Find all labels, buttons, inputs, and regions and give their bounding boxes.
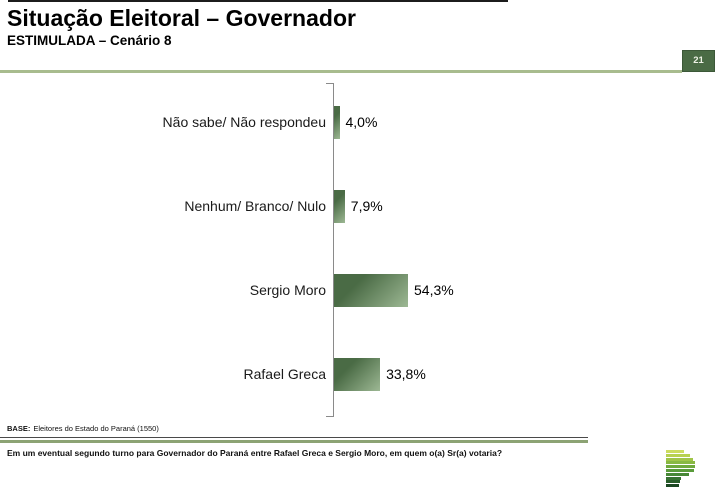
footer-divider-green — [0, 440, 588, 443]
value-label: 54,3% — [414, 282, 454, 298]
page-subtitle: ESTIMULADA – Cenário 8 — [7, 33, 172, 48]
logo-stripe — [666, 461, 695, 465]
axis-tick-top — [326, 83, 334, 84]
parana-pesquisas-logo — [666, 450, 700, 488]
logo-stripe — [666, 465, 695, 469]
category-label: Nenhum/ Branco/ Nulo — [184, 198, 326, 214]
page-number: 21 — [693, 55, 704, 66]
top-edge-line — [8, 0, 508, 2]
category-label: Sergio Moro — [249, 282, 326, 298]
logo-stripe — [666, 457, 693, 461]
base-label: BASE: — [7, 424, 31, 433]
value-label: 7,9% — [350, 198, 383, 214]
header-divider-line — [0, 70, 682, 73]
logo-stripe — [666, 450, 684, 453]
chart-axis-line — [333, 83, 334, 417]
logo-stripe — [666, 472, 689, 476]
page-number-badge: 21 — [682, 50, 715, 72]
logo-stripe — [666, 480, 680, 484]
axis-tick-bottom — [326, 416, 334, 417]
value-label: 33,8% — [386, 366, 426, 382]
chart-row: Rafael Greca 33,8% — [0, 358, 715, 391]
footer-divider-dark — [0, 437, 588, 438]
bar — [334, 358, 381, 391]
logo-stripe — [666, 476, 681, 480]
chart-row: Nenhum/ Branco/ Nulo 7,9% — [0, 190, 715, 223]
chart-row: Sergio Moro 54,3% — [0, 274, 715, 307]
bar — [334, 106, 340, 139]
base-note: BASE: Eleitores do Estado do Paraná (1550… — [7, 424, 159, 433]
category-label: Rafael Greca — [243, 366, 326, 382]
bar — [334, 190, 345, 223]
logo-stripe — [666, 484, 679, 488]
base-text: Eleitores do Estado do Paraná (1550) — [33, 424, 159, 433]
logo-stripe — [666, 468, 694, 472]
survey-question: Em um eventual segundo turno para Govern… — [7, 448, 503, 458]
category-label: Não sabe/ Não respondeu — [162, 114, 326, 130]
chart-row: Não sabe/ Não respondeu 4,0% — [0, 106, 715, 139]
page-title: Situação Eleitoral – Governador — [7, 5, 356, 31]
logo-stripe — [666, 453, 690, 457]
bar — [334, 274, 408, 307]
value-label: 4,0% — [345, 114, 378, 130]
